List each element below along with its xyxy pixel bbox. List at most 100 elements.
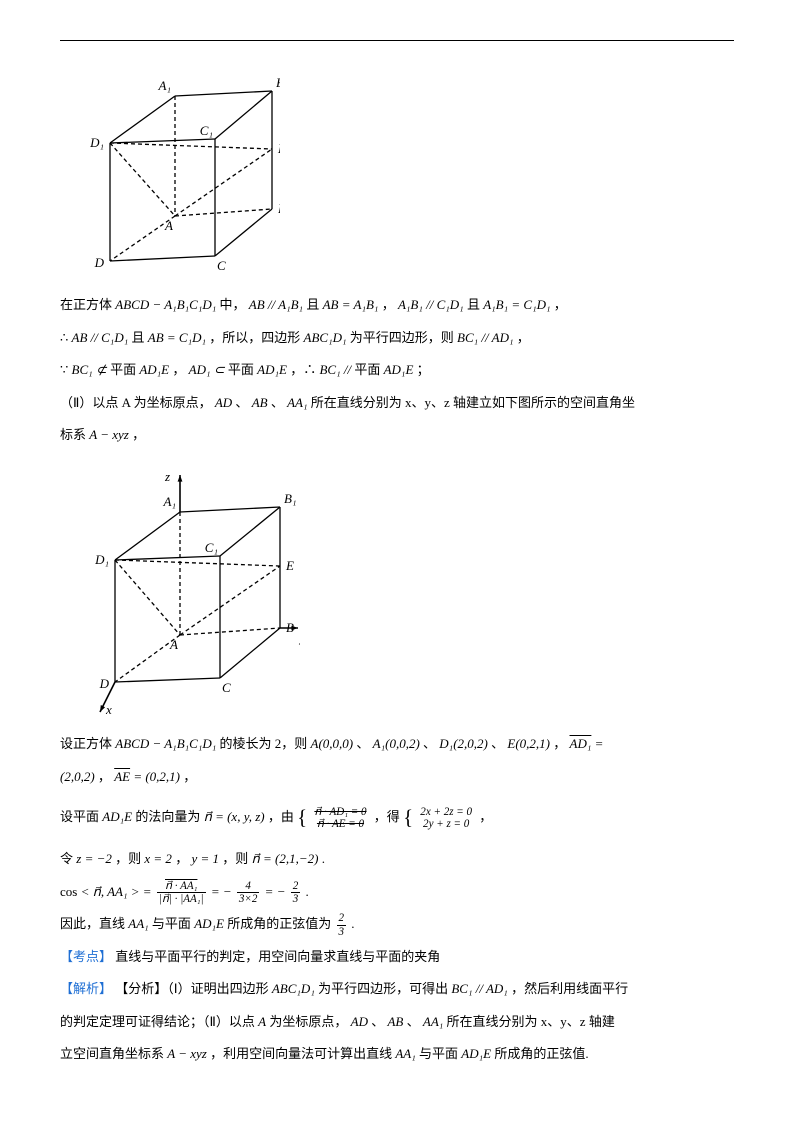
text: 且 [306, 297, 322, 312]
text: 的判定定理可证得结论；（Ⅱ）以点 [60, 1014, 258, 1029]
math: n⃗ = (2,1,−2) [252, 851, 319, 866]
math: A − xyz [89, 427, 129, 442]
paragraph-4: （Ⅱ）以点 A 为坐标原点， AD 、 AB 、 AA₁ 所在直线分别为 x、y… [60, 389, 734, 418]
math: A [258, 1014, 266, 1029]
math: AD₁E [257, 362, 287, 377]
paragraph-5: 标系 A − xyz ， [60, 421, 734, 450]
math: AA₁ [287, 395, 307, 410]
math: A₁(0,0,2) [373, 736, 420, 751]
header-rule [60, 40, 734, 41]
text: 、 [423, 736, 439, 751]
math: AD₁ ⊂ [189, 362, 225, 377]
text: 设平面 [60, 809, 102, 824]
svg-text:E: E [285, 558, 294, 573]
svg-text:A: A [164, 218, 173, 233]
math: D₁(2,0,2) [439, 736, 488, 751]
text: 【分析】（Ⅰ）证明出四边形 [115, 981, 272, 996]
text: 所成角的正弦值. [494, 1046, 588, 1061]
text: 因此，直线 [60, 916, 128, 931]
text: ，∴ [290, 362, 316, 377]
svg-text:C₁: C₁ [205, 540, 218, 555]
text: ， [517, 330, 530, 345]
text: 中， [220, 297, 249, 312]
math: AD [351, 1014, 368, 1029]
text: ； [417, 362, 430, 377]
text: ，得 [374, 809, 403, 824]
svg-text:z: z [164, 469, 170, 484]
text: 在正方体 [60, 297, 115, 312]
svg-text:D₁: D₁ [89, 135, 104, 150]
text: 标系 [60, 427, 89, 442]
kaodian-line: 【考点】 直线与平面平行的判定，用空间向量求直线与平面的夹角 [60, 943, 734, 972]
text: 的法向量为 [135, 809, 203, 824]
text: ， [172, 362, 188, 377]
math: AA₁ [128, 916, 148, 931]
text: ，由 [268, 809, 297, 824]
text: ， [479, 809, 492, 824]
math: x = 2 [144, 851, 172, 866]
text: 与平面 [419, 1046, 461, 1061]
math: ABC₁D₁ [304, 330, 347, 345]
text: 所成角的正弦值为 [227, 916, 334, 931]
text: cos [60, 884, 81, 899]
text: 所在直线分别为 x、y、z 轴建立如下图所示的空间直角坐 [311, 395, 635, 410]
svg-text:B₁: B₁ [284, 491, 296, 506]
math: ABC₁D₁ [272, 981, 315, 996]
fraction: 2 3 [291, 880, 301, 905]
math: AD₁E [461, 1046, 491, 1061]
text: ，则 [115, 851, 144, 866]
svg-text:D: D [94, 255, 105, 270]
text: 平面 [110, 362, 139, 377]
paragraph-8: 设平面 AD₁E 的法向量为 n⃗ = (x, y, z) ，由 { n⃗ · … [60, 795, 734, 841]
fraction: 4 3×2 [237, 880, 260, 905]
math: A(0,0,0) [311, 736, 354, 751]
text: ，利用空间向量法可计算出直线 [210, 1046, 395, 1061]
kaodian-text: 直线与平面平行的判定，用空间向量求直线与平面的夹角 [115, 949, 440, 964]
cube-diagram-2: A₁B₁C₁D₁ABCDEzyx [80, 460, 300, 720]
svg-text:C: C [222, 680, 231, 695]
math: < n⃗, AA₁ > = [81, 884, 152, 899]
text: ， [553, 736, 569, 751]
math: BC₁ // AD₁ [451, 981, 507, 996]
text: 为平行四边形，则 [350, 330, 457, 345]
svg-text:B: B [278, 201, 280, 216]
math: AB [387, 1014, 403, 1029]
math: A − xyz [167, 1046, 207, 1061]
system-2: 2x + 2z = 0 2y + z = 0 [418, 806, 474, 830]
math: BC₁ // [319, 362, 351, 377]
paragraph-11: 因此，直线 AA₁ 与平面 AD₁E 所成角的正弦值为 2 3 . [60, 910, 734, 939]
vector: AD₁ [570, 736, 592, 751]
cube-diagram-1: A₁B₁C₁D₁ABCDE [80, 61, 280, 281]
math: (2,0,2) [60, 769, 95, 784]
math: ABCD − A₁B₁C₁D₁ [115, 736, 216, 751]
figure-cube-1: A₁B₁C₁D₁ABCDE [80, 61, 734, 281]
paragraph-1: 在正方体 ABCD − A₁B₁C₁D₁ 中， AB // A₁B₁ 且 AB … [60, 291, 734, 320]
math: E(0,2,1) [507, 736, 550, 751]
text: 为坐标原点， [269, 1014, 350, 1029]
svg-text:A₁: A₁ [163, 494, 176, 509]
paragraph-2: ∴ AB // C₁D₁ 且 AB = C₁D₁ ，所以，四边形 ABC₁D₁ … [60, 324, 734, 353]
text: 、 [271, 395, 287, 410]
paragraph-9: 令 z = −2 ，则 x = 2 ， y = 1 ，则 n⃗ = (2,1,−… [60, 845, 734, 874]
jiexi-line-2: 的判定定理可证得结论；（Ⅱ）以点 A 为坐标原点， AD 、 AB 、 AA₁ … [60, 1008, 734, 1037]
text: ，则 [222, 851, 251, 866]
text: 的棱长为 2，则 [220, 736, 311, 751]
math: A₁B₁ // C₁D₁ [398, 297, 464, 312]
kaodian-label: 【考点】 [60, 949, 112, 964]
math: AD [215, 395, 232, 410]
paragraph-7: (2,0,2) ， AE = (0,2,1) ， [60, 763, 734, 792]
svg-text:E: E [277, 141, 280, 156]
math: ABCD − A₁B₁C₁D₁ [115, 297, 216, 312]
text: ， [382, 297, 398, 312]
math: y = 1 [191, 851, 219, 866]
text: ， [175, 851, 191, 866]
svg-text:y: y [298, 630, 300, 645]
text: ， [132, 427, 145, 442]
text: 且 [467, 297, 483, 312]
text: . [322, 851, 325, 866]
text: 、 [371, 1014, 387, 1029]
math: = − [265, 884, 289, 899]
jiexi-line-1: 【解析】 【分析】（Ⅰ）证明出四边形 ABC₁D₁ 为平行四边形，可得出 BC₁… [60, 975, 734, 1004]
svg-text:D₁: D₁ [94, 552, 109, 567]
text: 与平面 [152, 916, 194, 931]
